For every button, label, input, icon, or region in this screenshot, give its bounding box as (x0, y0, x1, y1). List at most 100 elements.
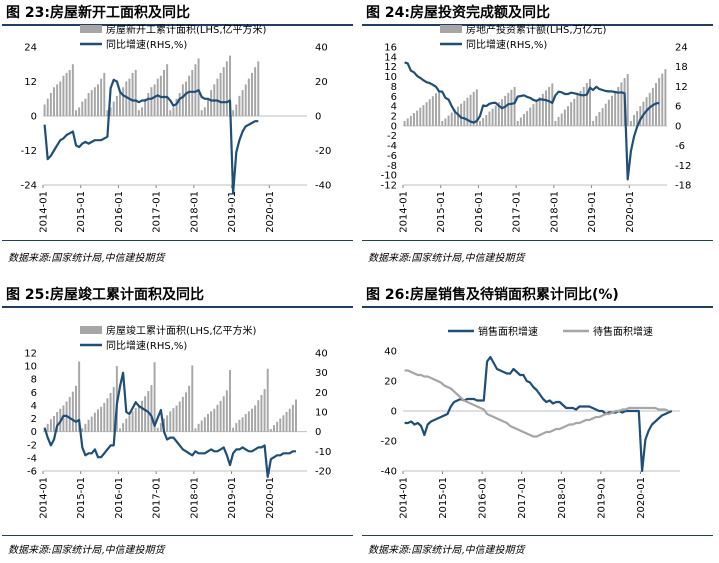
bar (87, 419, 90, 432)
bar (573, 98, 576, 126)
bar (84, 98, 87, 116)
y2-tick-label: 24 (675, 43, 688, 54)
x-tick-label: 2018-01 (189, 477, 200, 519)
y-tick-label: -12 (21, 146, 37, 157)
bar (137, 110, 140, 116)
bar (203, 417, 206, 432)
bar (469, 94, 472, 126)
bar (247, 78, 250, 116)
bar (178, 401, 181, 432)
bar (232, 110, 235, 116)
bar (194, 428, 197, 432)
legend-label: 房地产投资累计额(LHS,万亿元) (466, 23, 607, 36)
bar (125, 81, 128, 116)
bar (431, 96, 434, 126)
y-tick-label: 24 (24, 43, 37, 54)
bar (46, 423, 49, 432)
bar (482, 117, 485, 126)
bar (147, 93, 150, 116)
bar (457, 106, 459, 126)
bar (295, 399, 297, 432)
y2-tick-label: 40 (315, 43, 328, 54)
bar (582, 86, 585, 126)
bar (425, 102, 428, 126)
bar (53, 415, 55, 432)
bar (106, 398, 109, 432)
bar (598, 112, 601, 126)
bar (56, 84, 59, 116)
y-tick-label: 2 (391, 112, 397, 123)
chart-title: 图 25:房屋竣工累计面积及同比 (6, 287, 204, 303)
bar (504, 95, 507, 126)
y2-tick-label: -10 (315, 447, 331, 458)
y-tick-label: 4 (31, 401, 37, 412)
bar (153, 362, 156, 432)
bar (288, 408, 291, 432)
title-rule (362, 24, 713, 26)
source-note: 数据来源:国家统计局,中信建投期货 (8, 545, 165, 556)
bar (175, 98, 178, 116)
bar (282, 415, 285, 432)
bar (416, 110, 419, 126)
y-tick-label: 10 (384, 72, 397, 83)
x-tick-label: 2016-01 (114, 477, 125, 519)
y2-tick-label: 0 (315, 427, 321, 438)
y-tick-label: 6 (391, 92, 397, 103)
bar (570, 102, 573, 126)
bar (232, 427, 235, 432)
bar (188, 385, 191, 432)
y-tick-label: 14 (384, 52, 397, 63)
legend-swatch-bar (440, 25, 462, 33)
bar (75, 385, 77, 432)
y2-tick-label: 0 (675, 121, 681, 132)
legend-label: 销售面积增速 (478, 325, 538, 338)
series-line (404, 355, 673, 473)
bar (100, 406, 103, 432)
x-tick-label: 2014-01 (399, 477, 410, 519)
source-note: 数据来源:国家统计局,中信建投期货 (368, 253, 525, 264)
bar (122, 423, 125, 432)
bar (257, 400, 260, 432)
bar (191, 365, 194, 432)
y-tick-label: -4 (387, 141, 397, 152)
bar (203, 107, 206, 116)
bar (585, 82, 588, 126)
x-tick-label: 2014-01 (399, 191, 410, 233)
bar (197, 423, 200, 432)
bar (403, 120, 406, 126)
bar (563, 109, 566, 126)
bar (137, 404, 140, 432)
bar (535, 100, 538, 126)
bar (178, 93, 181, 116)
bar (181, 396, 184, 432)
panel-26: 图 26:房屋销售及待销面积累计同比(%) 40 20 0 -20 -40 2014-01… (360, 282, 719, 563)
bar (413, 113, 415, 126)
bar (71, 64, 74, 116)
y-tick-label: 0 (391, 407, 397, 418)
bar (68, 70, 71, 116)
bar (235, 423, 238, 432)
bar (150, 87, 153, 116)
x-tick-label: 2018-01 (189, 191, 200, 233)
bar (235, 104, 238, 116)
series-line (404, 61, 660, 181)
source-rule (2, 535, 353, 536)
bar (658, 78, 661, 126)
series-line (43, 371, 296, 478)
bar (485, 115, 488, 126)
bar (115, 95, 118, 116)
y-tick-label: 0 (31, 427, 37, 438)
bar (194, 64, 197, 116)
y2-tick-label: 20 (315, 388, 328, 399)
bar (62, 405, 65, 432)
bar (251, 72, 253, 116)
legend-swatch-bar (80, 25, 102, 33)
bar (43, 104, 46, 116)
bar (144, 98, 147, 116)
y-tick-label: -20 (381, 437, 397, 448)
bar (475, 89, 478, 126)
bar (225, 61, 228, 116)
bar (595, 116, 598, 126)
panel-25: 图 25:房屋竣工累计面积及同比 12 10 8 6 4 2 0 -2 -4 -6 40 30 20 10… (0, 282, 359, 563)
x-tick-label: 2018-01 (549, 191, 560, 233)
